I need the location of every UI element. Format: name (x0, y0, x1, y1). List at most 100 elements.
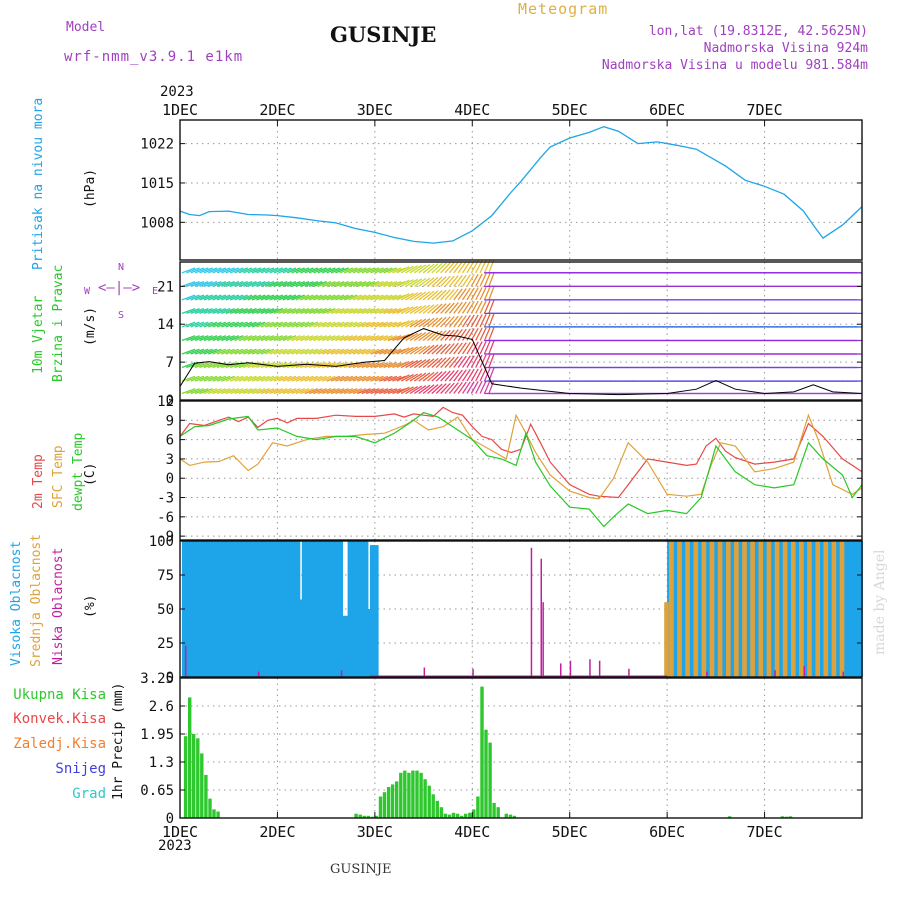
low-cloud-bar (423, 667, 426, 677)
wind-barb (365, 362, 380, 369)
mid-cloud-bar (742, 541, 747, 677)
wind-barb (269, 375, 284, 382)
wind-barb (400, 373, 414, 382)
wind-barb (317, 335, 332, 342)
wind-barb (422, 290, 435, 301)
wind-barb (427, 276, 439, 287)
wind-barb (361, 307, 376, 315)
wind-barb (422, 371, 435, 382)
wind-barb (300, 321, 314, 328)
wind-barb (365, 375, 380, 382)
wind-barb (238, 348, 253, 355)
high-cloud-bar (283, 541, 289, 677)
wind-barb (216, 280, 231, 287)
wind-barb (435, 343, 447, 355)
wind-barb (374, 375, 389, 382)
wind-barb (457, 274, 467, 287)
temp-series-line-2 (179, 411, 863, 528)
wind-barb (194, 335, 209, 342)
wind-barb (352, 348, 367, 355)
wind-barb (392, 267, 406, 274)
wind-barb (260, 307, 275, 315)
wind-barb (466, 314, 475, 328)
wind-barb (374, 280, 389, 287)
wind-barb (361, 294, 376, 301)
wind-barb (221, 280, 235, 287)
wind-barb (286, 307, 301, 315)
wind-barb (396, 293, 410, 301)
wind-barb (466, 301, 475, 314)
wind-barb (300, 267, 314, 274)
precip-bar (484, 729, 488, 818)
wind-barb (352, 375, 367, 382)
wind-barb (269, 307, 284, 315)
wind-barb (229, 267, 244, 274)
wind-barb (379, 375, 393, 382)
wind-barb (396, 374, 410, 382)
y-tick-label: 3 (166, 452, 174, 468)
wind-barb (427, 290, 439, 301)
wind-barb (225, 375, 240, 382)
wind-barb (413, 332, 427, 342)
mid-cloud-bar (766, 541, 772, 677)
wind-barb (221, 335, 235, 342)
wind-barb (361, 321, 376, 328)
wind-barb (291, 335, 305, 342)
precip-bar (488, 742, 492, 818)
wind-barb (488, 273, 495, 287)
wind-barb (221, 348, 235, 355)
wind-barb (317, 280, 332, 287)
wind-barb (352, 362, 367, 369)
wind-barb (203, 267, 218, 274)
wind-barb (339, 267, 354, 274)
wind-barb (479, 286, 487, 301)
wind-barb (440, 370, 451, 382)
wind-barb (269, 294, 284, 301)
wind-barb (483, 300, 491, 314)
wind-barb (431, 262, 443, 274)
y-tick-label: 0.65 (140, 783, 174, 799)
wind-barb (247, 294, 262, 301)
wind-barb (190, 280, 205, 287)
wind-barb (435, 330, 447, 341)
wind-barb (374, 335, 389, 342)
wind-barb (208, 307, 222, 315)
wind-barb (291, 280, 305, 287)
low-cloud-bar (560, 663, 562, 677)
wind-barb (335, 335, 349, 342)
wind-barb (203, 335, 218, 342)
wind-barb (400, 279, 414, 287)
wind-barb (181, 321, 196, 328)
y-tick-label: 14 (157, 317, 174, 333)
wind-barb (418, 331, 431, 341)
wind-barb (234, 388, 248, 395)
wind-barb (221, 321, 235, 328)
high-cloud-bar (247, 541, 252, 677)
wind-barb (462, 314, 471, 328)
wind-barb (457, 261, 467, 274)
wind-barb (273, 294, 288, 301)
wind-barb (194, 307, 209, 315)
wind-barb (208, 294, 222, 301)
wind-barb (216, 321, 231, 328)
wind-barb (260, 388, 275, 395)
wind-barb (448, 329, 459, 341)
wind-barb (470, 300, 479, 314)
wind-barb (300, 375, 314, 382)
wind-barb (308, 267, 323, 274)
high-cloud-bar (318, 541, 323, 677)
wind-barb (295, 348, 310, 355)
wind-barb (234, 321, 248, 328)
wind-barb (409, 318, 423, 328)
wind-barb (374, 362, 389, 369)
wind-barb (470, 368, 479, 382)
wind-barb (322, 388, 336, 395)
wind-barb (475, 354, 483, 368)
wind-barb (470, 354, 479, 368)
y-tick-label: 0 (166, 393, 174, 409)
wind-barb (260, 348, 275, 355)
wind-barb (300, 335, 314, 342)
wind-barb (352, 267, 367, 274)
wind-barb (286, 294, 301, 301)
wind-barb (431, 344, 443, 355)
